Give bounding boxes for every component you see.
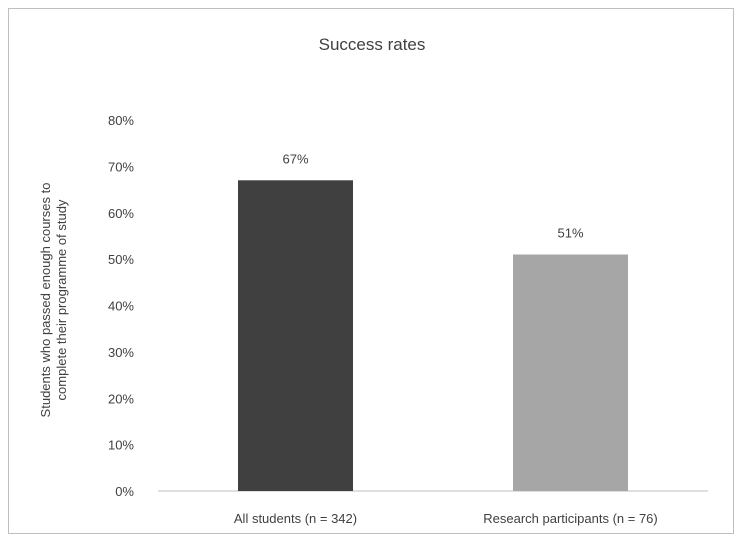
y-tick-label: 50% [108,252,134,267]
y-tick-label: 10% [108,438,134,453]
y-axis-title: Students who passed enough courses to co… [38,183,69,418]
value-labels: 67% 51% [282,151,583,240]
chart-title: Success rates [319,35,426,54]
bar [238,180,353,491]
category-labels: All students (n = 342) Research participa… [234,511,658,526]
x-category-label: Research participants (n = 76) [483,511,658,526]
y-axis-ticks: 0% 10% 20% 30% 40% 50% 60% 70% 80% [108,113,134,499]
bars [238,180,628,491]
y-tick-label: 70% [108,159,134,174]
y-tick-label: 30% [108,345,134,360]
y-tick-label: 60% [108,206,134,221]
y-axis-title-line-1: Students who passed enough courses to [38,183,53,418]
y-axis-title-line-2: complete their programme of study [54,199,69,400]
y-tick-label: 80% [108,113,134,128]
y-tick-label: 0% [115,484,134,499]
x-category-label: All students (n = 342) [234,511,357,526]
bar [513,254,628,491]
bar-value-label: 67% [282,151,308,166]
y-tick-label: 20% [108,391,134,406]
bar-value-label: 51% [557,225,583,240]
y-tick-label: 40% [108,299,134,314]
